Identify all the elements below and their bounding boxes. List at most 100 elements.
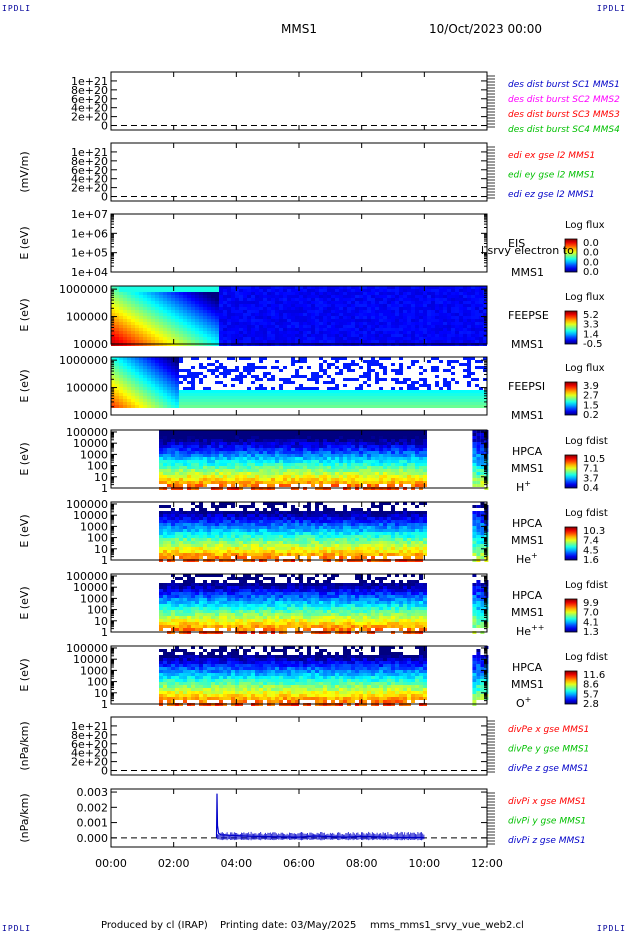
- ylabel-p2: (mV/m): [18, 151, 31, 192]
- ytick-label: 1: [101, 554, 108, 567]
- ytick-label: 10: [94, 471, 108, 484]
- panel-p5: E (eV): [18, 356, 578, 416]
- spacecraft-label: MMS1: [511, 409, 544, 422]
- panel-p8: E (eV) He++: [18, 573, 578, 638]
- ytick-label: 1000000: [59, 354, 108, 367]
- ytick-label: 1000: [80, 592, 108, 605]
- panel-p9: E (eV) O+: [18, 645, 578, 710]
- legend-entry: divPi y gse MMS1: [508, 817, 586, 827]
- ylabel-p5: E (eV): [18, 369, 31, 402]
- ytick-label: 0.000: [77, 832, 109, 845]
- colorbar-tick-label: 1.5: [583, 400, 599, 411]
- panel-p3: E (eV): [18, 213, 578, 273]
- ytick-label: 10000: [73, 581, 108, 594]
- ytick-label: 1e+21: [71, 720, 108, 733]
- ytick-label: 100: [87, 460, 108, 473]
- legend-entry: divPe y gse MMS1: [508, 745, 589, 755]
- spacecraft-label: MMS1: [511, 534, 544, 547]
- ytick-label: 100000: [66, 311, 108, 324]
- overlay-text: l srvy electron to: [481, 244, 574, 257]
- corner-label-top-right: IPDLI: [596, 4, 626, 13]
- ytick-label: 1e+06: [71, 227, 108, 240]
- ytick-label: 0: [101, 120, 108, 133]
- ytick-label: 10000: [73, 409, 108, 422]
- ytick-label: 10: [94, 543, 108, 556]
- ytick-label: 100: [87, 604, 108, 617]
- species-label: H+: [516, 479, 531, 494]
- colorbar-tick-label: 0.4: [583, 483, 599, 494]
- ytick-label: 100000: [66, 642, 108, 655]
- panel-p10: (nPa/km): [18, 716, 495, 776]
- xtick-label: 06:00: [283, 857, 315, 870]
- legend-entry: des dist burst SC1 MMS1: [508, 80, 620, 90]
- colorbar-tick-label: 2.8: [583, 699, 599, 710]
- colorbar-tick-label: 10.3: [583, 526, 605, 537]
- colorbar-tick-label: 1.6: [583, 555, 599, 566]
- panel-p2: (mV/m): [18, 142, 495, 202]
- ytick-label: 6e+20: [71, 164, 108, 177]
- ylabel-p3: E (eV): [18, 226, 31, 259]
- ytick-label: 100000: [66, 426, 108, 439]
- instrument-label: FEEPSE: [508, 309, 549, 322]
- colorbar: [564, 310, 578, 345]
- ytick-label: 10000: [73, 653, 108, 666]
- colorbar-tick-label: 5.2: [583, 310, 599, 321]
- panel-frame-p2: [110, 142, 488, 202]
- ytick-label: 4e+20: [71, 102, 108, 115]
- xtick-label: 04:00: [220, 857, 252, 870]
- colorbar-tick-label: 11.6: [583, 670, 605, 681]
- spacecraft-label: MMS1: [511, 266, 544, 279]
- species-label: He++: [516, 623, 544, 638]
- ytick-label: 1e+07: [71, 208, 108, 221]
- ylabel-p9: E (eV): [18, 658, 31, 691]
- colorbar-title: Log fdist: [565, 652, 608, 663]
- colorbar-tick-label: 7.4: [583, 536, 599, 547]
- ytick-label: 6e+20: [71, 738, 108, 751]
- colorbar-tick-label: 5.7: [583, 689, 599, 700]
- footer-printing-date: Printing date: 03/May/2025: [220, 920, 357, 931]
- legend-entry: edi ey gse l2 MMS1: [508, 171, 595, 181]
- ytick-label: 0.003: [77, 786, 109, 799]
- ytick-label: 1: [101, 698, 108, 711]
- ylabel-p7: E (eV): [18, 514, 31, 547]
- colorbar-tick-label: 10.5: [583, 454, 605, 465]
- colorbar-tick-label: 3.9: [583, 381, 599, 392]
- footer-produced-by: Produced by cl (IRAP): [101, 920, 208, 931]
- spacecraft-label: MMS1: [511, 606, 544, 619]
- colorbar-tick-label: 1.3: [583, 627, 599, 638]
- legend-entry: divPi x gse MMS1: [508, 797, 586, 807]
- ylabel-p4: E (eV): [18, 298, 31, 331]
- species-label: O+: [516, 695, 531, 710]
- ytick-label: 1000: [80, 664, 108, 677]
- colorbar-tick-label: 3.7: [583, 473, 599, 484]
- colorbar-title: Log fdist: [565, 436, 608, 447]
- ylabel-p10: (nPa/km): [18, 721, 31, 770]
- ylabel-p8: E (eV): [18, 586, 31, 619]
- ytick-label: 0: [101, 765, 108, 778]
- panel-frame-p3: [110, 213, 488, 273]
- footer-script-name: mms_mms1_srvy_vue_web2.cl: [370, 920, 524, 931]
- ytick-label: 1000000: [59, 283, 108, 296]
- ytick-label: 100000: [66, 498, 108, 511]
- instrument-label: EIS: [508, 237, 525, 250]
- ytick-label: 1e+21: [71, 75, 108, 88]
- legend-entry: edi ez gse l2 MMS1: [508, 190, 595, 200]
- colorbar: [564, 454, 578, 489]
- panel-p1: [110, 71, 495, 131]
- panel-frame-p10: [110, 716, 488, 776]
- panel-p7: E (eV) He+: [18, 501, 578, 566]
- instrument-label: HPCA: [512, 589, 543, 602]
- colorbar-tick-label: 0.0: [583, 248, 599, 259]
- ytick-label: 8e+20: [71, 155, 108, 168]
- colorbar: [564, 381, 578, 416]
- colorbar-tick-label: -0.5: [583, 339, 603, 350]
- panel-p11: (nPa/km): [18, 788, 495, 848]
- ytick-label: 2e+20: [71, 111, 108, 124]
- colorbar-tick-label: 0.2: [583, 410, 599, 421]
- panel-p4: E (eV): [18, 285, 578, 346]
- colorbar-tick-label: 1.4: [583, 329, 599, 340]
- instrument-label: FEEPSI: [508, 380, 545, 393]
- colorbar: [564, 238, 578, 273]
- colorbar-tick-label: 9.9: [583, 598, 599, 609]
